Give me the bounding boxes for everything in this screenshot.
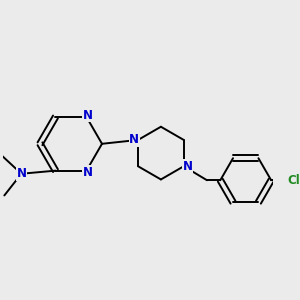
Text: Cl: Cl xyxy=(287,174,300,187)
Text: N: N xyxy=(129,134,140,146)
Text: N: N xyxy=(16,167,26,180)
Text: N: N xyxy=(83,166,93,179)
Text: N: N xyxy=(83,109,93,122)
Text: N: N xyxy=(182,160,192,173)
